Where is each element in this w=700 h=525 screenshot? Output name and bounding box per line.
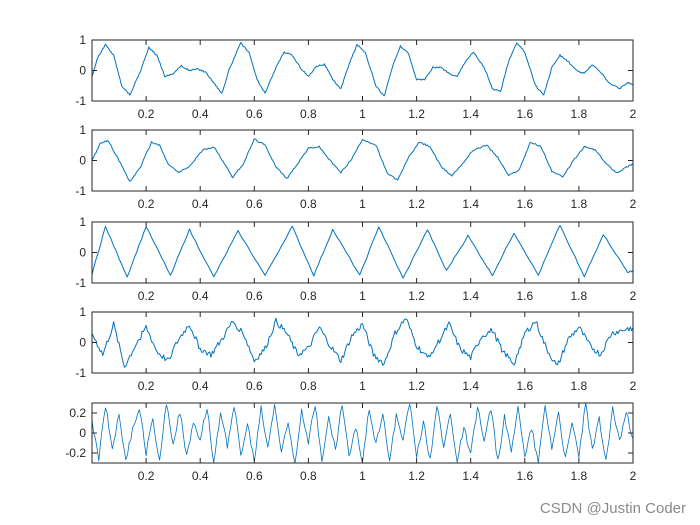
y-tick-label: -1 — [75, 184, 86, 198]
plot-area-3 — [92, 222, 633, 283]
watermark-text: CSDN @Justin Coder — [539, 500, 686, 517]
series-line-1 — [91, 42, 634, 97]
x-tick-label: 1 — [359, 289, 366, 303]
x-tick-label: 1.6 — [516, 107, 533, 121]
x-tick-label: 1.8 — [571, 469, 588, 483]
subplot-3: 0.2 0.4 0.6 0.8 1 1.2 1.4 1.6 1.8 2 -1 0 1 — [75, 215, 636, 303]
y-tick-label: 0 — [79, 154, 86, 168]
x-tick-label: 0.6 — [246, 289, 263, 303]
y-tick-label: 0 — [79, 64, 86, 78]
series-line-4 — [91, 317, 634, 368]
x-tick-label: 0.8 — [300, 379, 317, 393]
x-tick-label: 0.4 — [192, 469, 209, 483]
x-tick-label: 1.8 — [571, 197, 588, 211]
x-tick-label: 2 — [630, 379, 637, 393]
x-tick-label: 1.2 — [408, 197, 425, 211]
x-tick-label: 1 — [359, 379, 366, 393]
x-tick-label: 0.4 — [192, 379, 209, 393]
y-tick-label: 0 — [79, 426, 86, 440]
x-tick-label: 1.4 — [462, 107, 479, 121]
x-tick-label: 1.2 — [408, 469, 425, 483]
x-tick-label: 1.4 — [462, 197, 479, 211]
x-tick-label: 1.2 — [408, 379, 425, 393]
x-tick-label: 1.6 — [516, 469, 533, 483]
y-tick-label: -1 — [75, 94, 86, 108]
x-tick-label: 1.2 — [408, 289, 425, 303]
x-tick-label: 1.4 — [462, 289, 479, 303]
subplot-2: 0.2 0.4 0.6 0.8 1 1.2 1.4 1.6 1.8 2 -1 0 1 — [75, 123, 636, 211]
x-tick-label: 1.6 — [516, 197, 533, 211]
x-tick-label: 1.8 — [571, 107, 588, 121]
x-tick-label: 2 — [630, 469, 637, 483]
subplot-4: 0.2 0.4 0.6 0.8 1 1.2 1.4 1.6 1.8 2 -1 0 1 — [75, 305, 636, 393]
x-tick-label: 0.8 — [300, 197, 317, 211]
y-tick-label: 0 — [79, 246, 86, 260]
x-tick-label: 0.2 — [138, 379, 155, 393]
x-tick-label: 1.6 — [516, 289, 533, 303]
x-tick-label: 1 — [359, 107, 366, 121]
x-tick-label: 0.6 — [246, 197, 263, 211]
x-tick-label: 1.2 — [408, 107, 425, 121]
y-tick-label: -0.2 — [65, 446, 86, 460]
x-tick-label: 1 — [359, 197, 366, 211]
x-tick-label: 1.6 — [516, 379, 533, 393]
y-tick-label: -1 — [75, 276, 86, 290]
x-tick-label: 1.8 — [571, 289, 588, 303]
y-tick-label: 1 — [79, 305, 86, 319]
x-tick-label: 0.2 — [138, 469, 155, 483]
x-tick-label: 0.4 — [192, 197, 209, 211]
x-tick-label: 0.6 — [246, 469, 263, 483]
x-tick-label: 0.8 — [300, 107, 317, 121]
y-tick-label: -1 — [75, 366, 86, 380]
subplot-5: 0.2 0.4 0.6 0.8 1 1.2 1.4 1.6 1.8 2 -0.2 0 0.2 — [65, 402, 637, 483]
x-tick-label: 0.6 — [246, 107, 263, 121]
series-line-2 — [91, 138, 634, 182]
plot-area-1 — [92, 40, 633, 101]
y-tick-label: 1 — [79, 215, 86, 229]
x-tick-label: 2 — [630, 107, 637, 121]
x-tick-label: 0.2 — [138, 197, 155, 211]
y-tick-label: 1 — [79, 123, 86, 137]
x-tick-label: 0.8 — [300, 289, 317, 303]
subplot-1: 0.2 0.4 0.6 0.8 1 1.2 1.4 1.6 1.8 2 -1 0 1 — [75, 33, 636, 121]
x-tick-label: 1.4 — [462, 379, 479, 393]
x-tick-label: 0.2 — [138, 107, 155, 121]
x-tick-label: 2 — [630, 289, 637, 303]
y-tick-label: 1 — [79, 33, 86, 47]
x-tick-label: 0.4 — [192, 289, 209, 303]
series-line-3 — [91, 224, 634, 279]
y-tick-label: 0 — [79, 336, 86, 350]
x-tick-label: 0.6 — [246, 379, 263, 393]
x-tick-label: 1.4 — [462, 469, 479, 483]
plot-area-4 — [92, 312, 633, 373]
x-tick-label: 0.4 — [192, 107, 209, 121]
x-tick-label: 0.2 — [138, 289, 155, 303]
plot-area-5 — [92, 403, 633, 463]
x-tick-label: 1 — [359, 469, 366, 483]
y-tick-label: 0.2 — [69, 406, 86, 420]
x-tick-label: 1.8 — [571, 379, 588, 393]
x-tick-label: 2 — [630, 197, 637, 211]
x-tick-label: 0.8 — [300, 469, 317, 483]
